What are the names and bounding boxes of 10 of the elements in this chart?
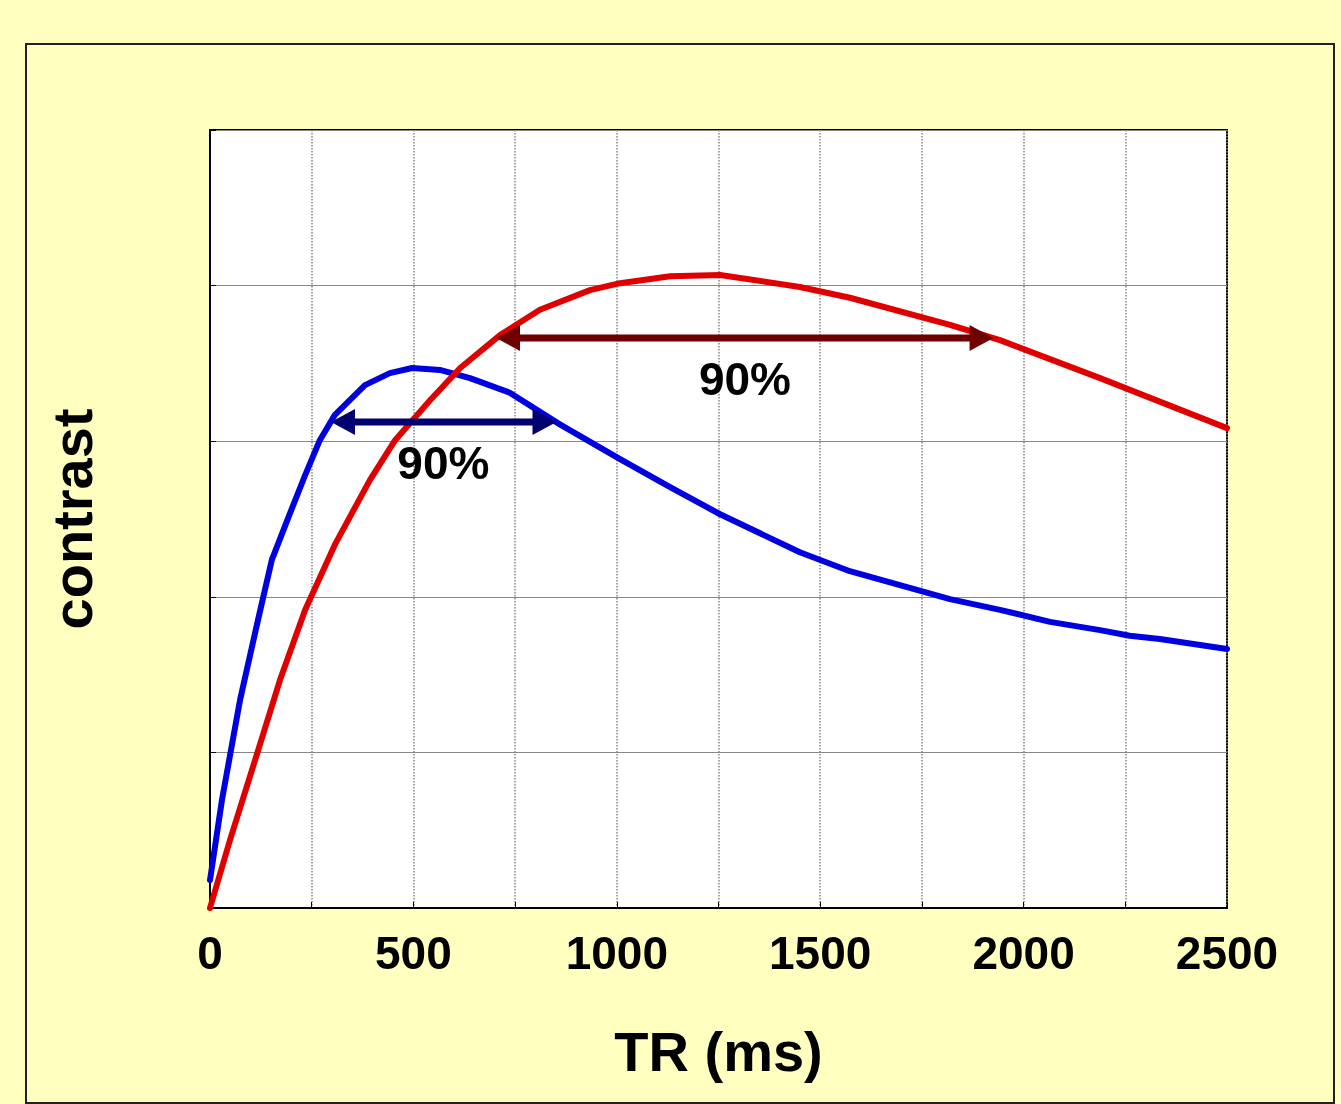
annotation: 90% xyxy=(397,436,490,491)
x-tick-label: 0 xyxy=(197,927,223,979)
y-axis-title: contrast xyxy=(40,408,104,630)
x-tick-label: 2500 xyxy=(1175,927,1279,979)
x-axis-title: TR (ms) xyxy=(614,1019,823,1083)
x-tick-label: 2000 xyxy=(972,927,1075,979)
x-tick-label: 1500 xyxy=(769,927,872,979)
x-tick-label: 1000 xyxy=(565,927,668,979)
annotation: 90% xyxy=(698,352,792,407)
x-tick-label: 500 xyxy=(375,927,452,979)
